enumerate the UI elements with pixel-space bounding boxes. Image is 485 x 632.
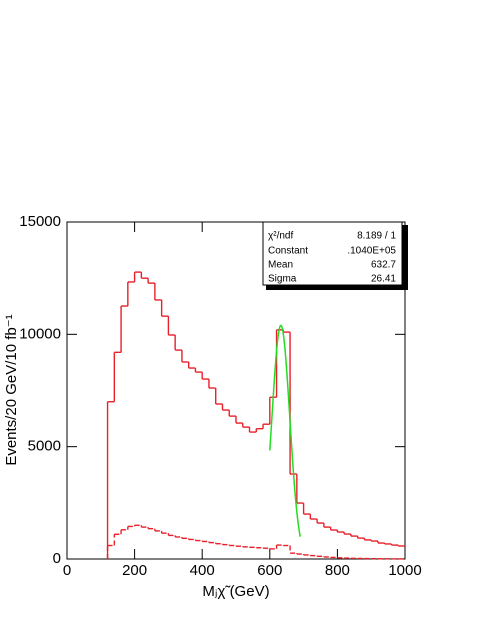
y-tick-label: 10000 xyxy=(19,325,61,342)
x-axis-label: Mⱼχ̃ (GeV) xyxy=(202,583,269,600)
y-tick-label: 0 xyxy=(53,550,61,567)
stat-value: 632.7 xyxy=(371,260,396,271)
fit-curve xyxy=(269,324,301,537)
stat-label: χ²/ndf xyxy=(268,231,293,242)
plot-frame xyxy=(66,221,406,560)
x-tick-label: 800 xyxy=(325,562,350,579)
stat-value: 26.41 xyxy=(371,274,396,285)
x-tick-label: 1000 xyxy=(388,562,421,579)
y-tick-label: 15000 xyxy=(19,213,61,230)
stat-value: 8.189 / 1 xyxy=(357,231,396,242)
x-tick-label: 600 xyxy=(257,562,282,579)
stat-label: Mean xyxy=(268,260,293,271)
x-tick-label: 0 xyxy=(63,562,71,579)
stat-label: Sigma xyxy=(268,274,297,285)
plot-layer xyxy=(66,221,406,560)
y-tick-label: 5000 xyxy=(28,438,61,455)
stat-label: Constant xyxy=(268,246,308,257)
stat-value: .1040E+05 xyxy=(347,246,396,257)
y-axis-label: Events/20 GeV/10 fb⁻¹ xyxy=(3,314,20,465)
x-tick-label: 200 xyxy=(122,562,147,579)
x-tick-label: 400 xyxy=(190,562,215,579)
stats-box xyxy=(262,221,403,286)
stats: χ²/ndf 8.189 / 1 Constant .1040E+05 Mean… xyxy=(268,231,396,285)
